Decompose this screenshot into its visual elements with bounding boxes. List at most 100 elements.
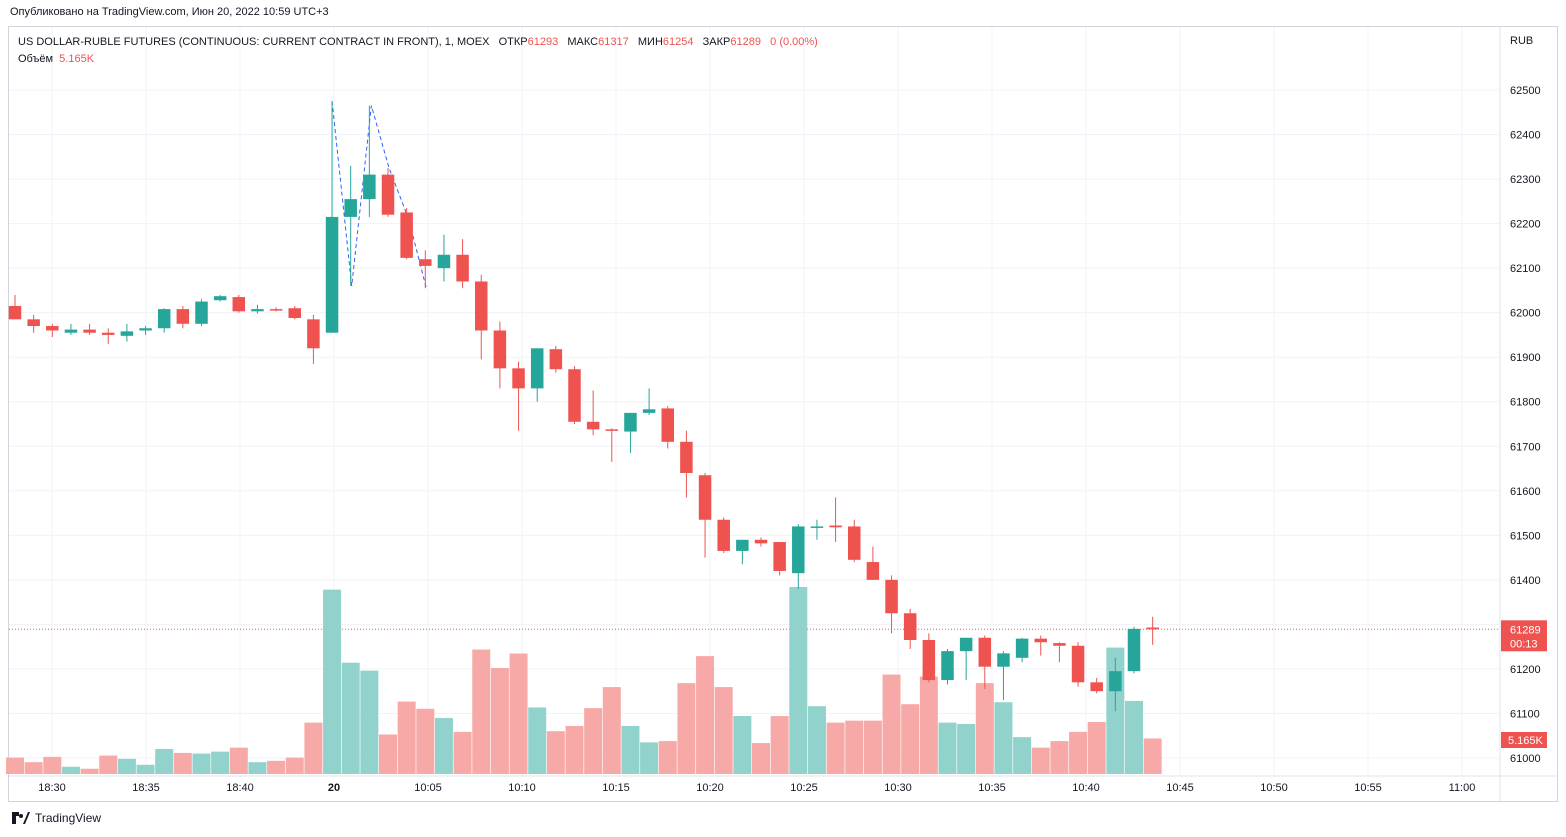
chart-frame xyxy=(8,26,1558,802)
candle-body xyxy=(46,326,59,331)
candle-body xyxy=(288,308,301,319)
x-tick-label: 10:55 xyxy=(1354,782,1382,794)
candle xyxy=(680,430,693,498)
candle xyxy=(344,165,357,286)
volume-bar xyxy=(192,753,211,774)
candle xyxy=(717,517,730,554)
candle-body xyxy=(810,526,824,528)
candle-body xyxy=(754,539,768,544)
candle-body xyxy=(736,539,749,551)
high-label: МАКС xyxy=(567,36,599,48)
volume-bar xyxy=(99,755,118,774)
candle xyxy=(139,326,152,335)
x-tick-label: 20 xyxy=(328,782,340,794)
volume-bar xyxy=(397,701,416,774)
candle-body xyxy=(1015,638,1029,658)
drawing-zigzag xyxy=(331,101,427,289)
candle xyxy=(8,294,22,320)
candle-body xyxy=(829,525,842,528)
y-tick-label: 62000 xyxy=(1510,308,1541,320)
tradingview-logo[interactable]: TradingView xyxy=(12,811,101,825)
candle xyxy=(978,635,992,689)
candle-body xyxy=(27,319,40,327)
candle xyxy=(1090,677,1103,694)
volume-bar xyxy=(975,683,994,774)
y-tick-label: 61400 xyxy=(1510,575,1541,587)
volume-bar xyxy=(80,768,99,774)
volume-bar xyxy=(938,722,957,774)
candle-body xyxy=(941,651,954,681)
candle xyxy=(605,428,619,462)
y-tick-label: 62100 xyxy=(1510,263,1541,275)
candle xyxy=(288,305,301,320)
volume-bar xyxy=(602,687,621,774)
volume-bar xyxy=(658,741,677,774)
candle-body xyxy=(1071,645,1085,683)
grid-lines xyxy=(9,27,1500,775)
candle xyxy=(363,105,376,217)
volume-bar xyxy=(43,756,62,774)
volume-bar xyxy=(61,766,80,774)
candle-body xyxy=(195,301,208,324)
last-price-badge xyxy=(1501,620,1547,652)
volume-bar xyxy=(304,722,323,774)
x-tick-label: 11:00 xyxy=(1449,782,1476,794)
candle xyxy=(792,524,805,589)
candle-body xyxy=(251,309,264,312)
volume-bar xyxy=(1143,738,1162,774)
candle-body xyxy=(978,637,992,667)
published-caption: Опубликовано на TradingView.com, Июн 20,… xyxy=(10,6,329,18)
candle xyxy=(251,304,264,314)
volume-bar xyxy=(882,674,901,774)
candle-body xyxy=(922,639,936,681)
candle-body xyxy=(213,296,227,301)
axes: 62500 62400 62300 62200 62100 62000 61900 61800… xyxy=(9,27,1557,801)
candle xyxy=(437,234,451,282)
open-value: 61293 xyxy=(527,36,559,48)
candle xyxy=(624,412,637,453)
high-value: 61317 xyxy=(598,36,629,48)
symbol-legend: US DOLLAR-RUBLE FUTURES (CONTINUOUS: CUR… xyxy=(18,36,818,48)
volume-bar xyxy=(267,760,286,774)
volume-bar xyxy=(453,731,472,774)
candle-body xyxy=(959,637,973,652)
candle xyxy=(829,497,842,543)
volume-legend: Объём 5.165K xyxy=(18,53,94,65)
volume-bar xyxy=(640,742,659,774)
candle xyxy=(903,608,917,649)
candle-body xyxy=(493,330,507,369)
candles xyxy=(8,101,1159,712)
candle-body xyxy=(661,408,674,442)
candle xyxy=(1146,616,1159,645)
candle-body xyxy=(512,368,525,389)
candle xyxy=(810,519,824,540)
candle-body xyxy=(419,259,432,266)
volume-bar xyxy=(1087,721,1106,774)
last-price-text: 61289 xyxy=(1510,624,1541,636)
candle xyxy=(307,314,320,364)
y-tick-label: 61000 xyxy=(1510,753,1541,765)
volume-bar xyxy=(229,747,248,774)
candle xyxy=(922,633,936,683)
candle-body xyxy=(1146,627,1159,630)
volume-bar xyxy=(416,708,435,774)
candle xyxy=(698,472,712,558)
x-tick-label: 10:45 xyxy=(1166,782,1194,794)
candle-body xyxy=(568,369,581,422)
candle-body xyxy=(792,526,805,574)
candle xyxy=(568,366,581,424)
candle xyxy=(195,299,208,327)
symbol-title: US DOLLAR-RUBLE FUTURES (CONTINUOUS: CUR… xyxy=(18,36,490,48)
volume-bar xyxy=(117,758,136,774)
y-tick-label: 61600 xyxy=(1510,486,1541,498)
volume-bar xyxy=(136,764,155,774)
candle-body xyxy=(83,329,96,333)
volume-bars xyxy=(6,587,1162,774)
volume-bar xyxy=(285,757,304,774)
volume-bar xyxy=(379,734,397,774)
candle xyxy=(381,167,395,217)
candle-body xyxy=(549,349,563,370)
x-tick-label: 18:40 xyxy=(226,782,254,794)
candle xyxy=(46,323,59,338)
